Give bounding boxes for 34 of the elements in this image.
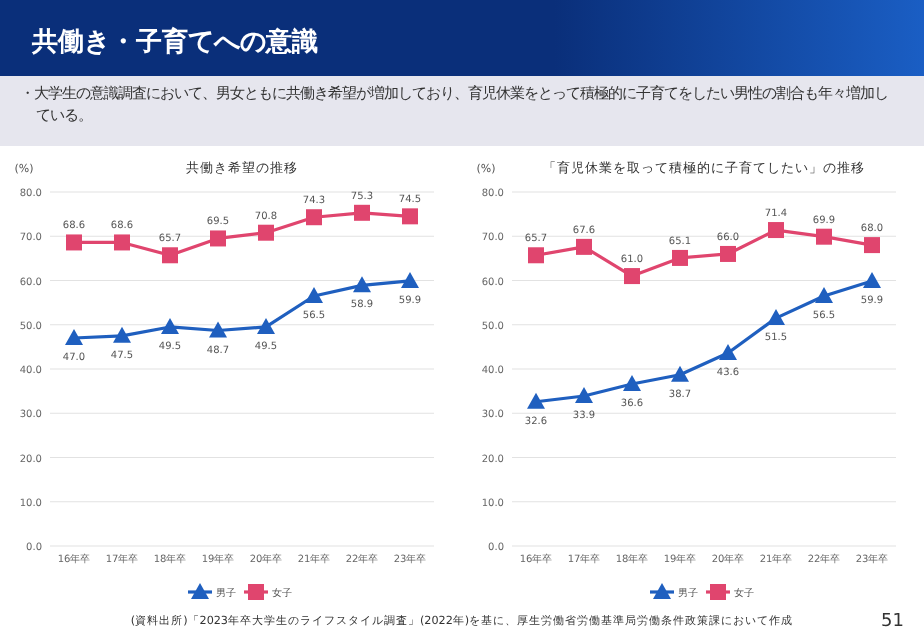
point (527, 392, 545, 409)
point (575, 386, 593, 403)
point (305, 286, 323, 303)
point (864, 237, 880, 254)
point (671, 365, 689, 382)
point (719, 344, 737, 361)
point (113, 326, 131, 343)
text: 共働き・子育てへの意識 (30, 26, 318, 58)
text: 51 (881, 612, 904, 632)
point (257, 317, 275, 334)
point (258, 224, 274, 241)
point (306, 209, 322, 226)
point (402, 208, 418, 225)
point (672, 249, 688, 266)
point (114, 234, 130, 251)
point (66, 234, 82, 251)
point (624, 268, 640, 285)
point (209, 321, 227, 338)
point (623, 375, 641, 392)
point (863, 271, 881, 288)
point (65, 329, 83, 346)
point (816, 228, 832, 245)
point (576, 238, 592, 255)
point (354, 204, 370, 221)
point (768, 222, 784, 239)
point (161, 317, 179, 334)
point (401, 271, 419, 288)
point (767, 309, 785, 326)
point (720, 245, 736, 262)
point (210, 230, 226, 247)
point (815, 286, 833, 303)
point (528, 247, 544, 264)
point (353, 276, 371, 293)
point (162, 247, 178, 264)
